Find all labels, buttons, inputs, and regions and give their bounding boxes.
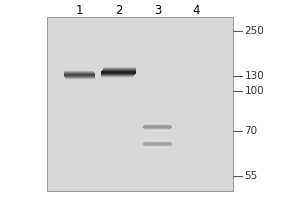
Text: 250: 250	[244, 26, 264, 36]
Text: 2: 2	[115, 4, 122, 18]
FancyBboxPatch shape	[46, 17, 232, 191]
Text: 55: 55	[244, 171, 258, 181]
Text: 70: 70	[244, 126, 258, 136]
Text: 100: 100	[244, 86, 264, 96]
Text: 4: 4	[193, 4, 200, 18]
Text: 1: 1	[76, 4, 83, 18]
Text: 3: 3	[154, 4, 161, 18]
Text: 130: 130	[244, 71, 264, 81]
